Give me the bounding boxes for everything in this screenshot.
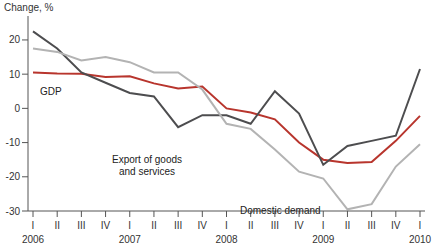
svg-text:I: I	[32, 220, 35, 231]
svg-text:II: II	[248, 220, 254, 231]
svg-text:0: 0	[14, 103, 20, 114]
svg-text:III: III	[271, 220, 279, 231]
svg-text:II: II	[54, 220, 60, 231]
svg-text:II: II	[151, 220, 157, 231]
svg-text:I: I	[322, 220, 325, 231]
svg-text:-20: -20	[8, 171, 20, 182]
html-text:Export of goods: Export of goods	[112, 154, 182, 165]
svg-text:III: III	[77, 220, 85, 231]
svg-text:20: 20	[9, 34, 21, 45]
html-text:Domestic demand: Domestic demand	[240, 205, 321, 216]
svg-text:III: III	[174, 220, 182, 231]
svg-text:2010: 2010	[409, 234, 425, 245]
svg-text:I: I	[225, 220, 228, 231]
svg-text:10: 10	[9, 69, 21, 80]
svg-text:2007: 2007	[119, 234, 142, 245]
svg-text:IV: IV	[198, 220, 208, 231]
html-text:and services: and services	[119, 166, 176, 177]
svg-text:I: I	[419, 220, 422, 231]
svg-text:2008: 2008	[215, 234, 238, 245]
html-text:GDP: GDP	[40, 86, 62, 97]
svg-text:2006: 2006	[22, 234, 45, 245]
svg-text:-10: -10	[8, 137, 20, 148]
svg-text:III: III	[367, 220, 375, 231]
svg-text:-30: -30	[8, 206, 20, 217]
svg-text:II: II	[345, 220, 351, 231]
svg-text:2009: 2009	[312, 234, 335, 245]
html-text:Change, %: Change, %	[4, 2, 54, 13]
svg-text:I: I	[128, 220, 131, 231]
svg-text:IV: IV	[294, 220, 304, 231]
svg-text:IV: IV	[101, 220, 111, 231]
svg-text:IV: IV	[391, 220, 401, 231]
